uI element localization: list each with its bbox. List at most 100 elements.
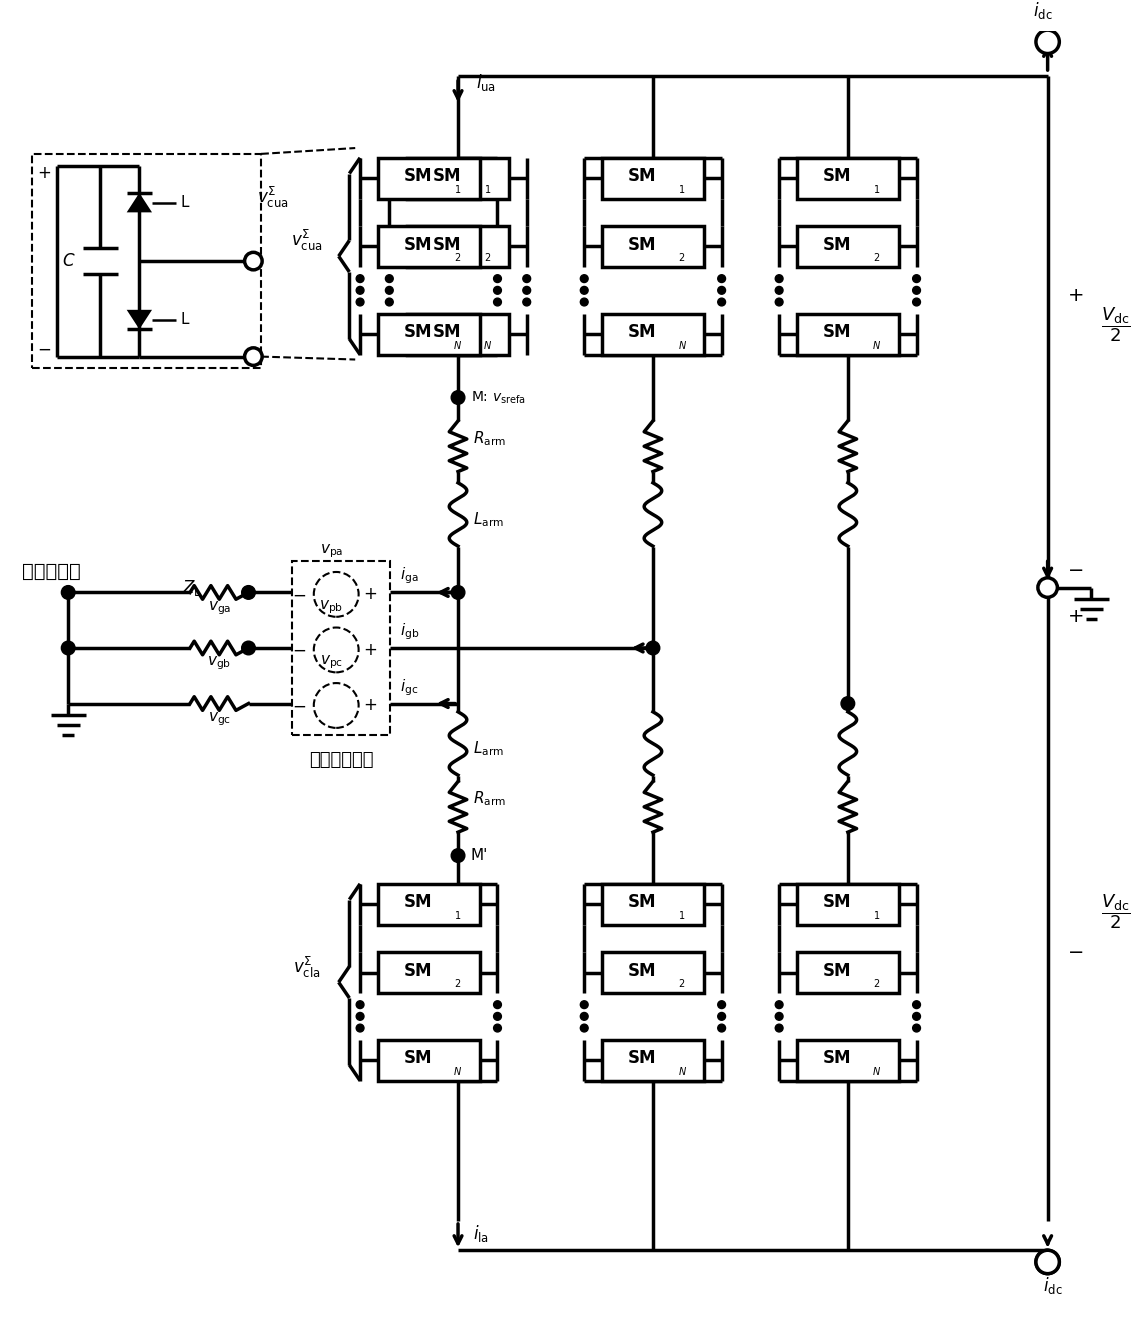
Circle shape	[494, 1024, 502, 1032]
Text: M: $v_{\mathrm{srefa}}$: M: $v_{\mathrm{srefa}}$	[471, 390, 526, 406]
Bar	[797, 884, 899, 925]
Circle shape	[581, 298, 588, 306]
Text: $v_{\mathrm{pc}}$: $v_{\mathrm{pc}}$	[320, 654, 343, 671]
Text: $v_{\mathrm{cla}}^{\Sigma}$: $v_{\mathrm{cla}}^{\Sigma}$	[293, 954, 320, 980]
Circle shape	[913, 1024, 921, 1032]
Text: 交流侧负载: 交流侧负载	[23, 562, 82, 580]
Circle shape	[913, 286, 921, 294]
Circle shape	[581, 286, 588, 294]
Circle shape	[386, 286, 394, 294]
Circle shape	[242, 642, 255, 655]
Circle shape	[245, 253, 262, 270]
Text: $_2$: $_2$	[455, 250, 461, 264]
Text: $_2$: $_2$	[874, 250, 881, 264]
Text: $_N$: $_N$	[453, 338, 463, 351]
Circle shape	[356, 1024, 364, 1032]
Text: $\mathbf{SM}$: $\mathbf{SM}$	[822, 323, 851, 341]
Circle shape	[242, 586, 255, 599]
Circle shape	[1035, 1250, 1060, 1274]
Text: $_N$: $_N$	[872, 338, 882, 351]
Circle shape	[494, 298, 502, 306]
Circle shape	[718, 1024, 726, 1032]
Circle shape	[386, 274, 394, 282]
Text: $_2$: $_2$	[678, 250, 685, 264]
Circle shape	[356, 298, 364, 306]
Circle shape	[841, 696, 854, 711]
Text: $C$: $C$	[62, 252, 76, 270]
Text: $v_{\mathrm{cua}}^{\Sigma}$: $v_{\mathrm{cua}}^{\Sigma}$	[290, 229, 323, 253]
Text: $R_{\mathrm{arm}}$: $R_{\mathrm{arm}}$	[473, 789, 505, 808]
Text: $\mathbf{SM}$: $\mathbf{SM}$	[403, 961, 432, 980]
Bar	[797, 314, 899, 354]
Text: $_1$: $_1$	[483, 182, 491, 196]
Text: $i_{\mathrm{dc}}$: $i_{\mathrm{dc}}$	[1042, 1275, 1062, 1296]
Circle shape	[522, 274, 530, 282]
Circle shape	[913, 1013, 921, 1021]
Text: $v_{\mathrm{pb}}$: $v_{\mathrm{pb}}$	[319, 598, 343, 616]
Text: $-$: $-$	[37, 339, 51, 358]
Circle shape	[913, 298, 921, 306]
Text: $i_{\mathrm{ua}}$: $i_{\mathrm{ua}}$	[475, 72, 496, 93]
Text: L: L	[180, 196, 188, 210]
Bar	[378, 1040, 480, 1081]
Text: $_1$: $_1$	[678, 908, 685, 922]
Text: $\mathbf{SM}$: $\mathbf{SM}$	[627, 961, 656, 980]
Text: $\mathbf{SM}$: $\mathbf{SM}$	[403, 168, 432, 185]
Polygon shape	[126, 193, 152, 213]
Text: $+$: $+$	[1066, 607, 1083, 627]
Polygon shape	[126, 310, 152, 329]
Text: $_N$: $_N$	[453, 1063, 463, 1078]
Text: $R_{\mathrm{arm}}$: $R_{\mathrm{arm}}$	[473, 429, 505, 447]
Circle shape	[356, 286, 364, 294]
Text: $v_{\mathrm{ga}}$: $v_{\mathrm{ga}}$	[208, 599, 231, 616]
Text: $Z_{\mathrm{L}}$: $Z_{\mathrm{L}}$	[183, 578, 202, 598]
Circle shape	[775, 298, 783, 306]
Circle shape	[913, 274, 921, 282]
Circle shape	[451, 391, 465, 405]
Circle shape	[718, 286, 726, 294]
Text: $\mathbf{SM}$: $\mathbf{SM}$	[627, 323, 656, 341]
Text: $i_{\mathrm{la}}$: $i_{\mathrm{la}}$	[473, 1223, 489, 1243]
Text: $+$: $+$	[364, 642, 378, 659]
Bar	[32, 154, 261, 369]
Text: $-$: $-$	[1066, 941, 1083, 960]
Circle shape	[494, 274, 502, 282]
Bar	[797, 952, 899, 993]
Text: $_2$: $_2$	[678, 976, 685, 990]
Bar	[406, 158, 510, 198]
Text: $-$: $-$	[292, 642, 307, 659]
Text: $\mathbf{SM}$: $\mathbf{SM}$	[432, 168, 460, 185]
Bar	[602, 226, 704, 268]
Text: $\mathbf{SM}$: $\mathbf{SM}$	[627, 893, 656, 912]
Text: M': M'	[471, 848, 488, 862]
Bar	[378, 226, 480, 268]
Circle shape	[718, 1001, 726, 1009]
Circle shape	[245, 347, 262, 366]
Text: $\mathbf{SM}$: $\mathbf{SM}$	[822, 168, 851, 185]
Text: L: L	[180, 311, 188, 327]
Text: $\mathbf{SM}$: $\mathbf{SM}$	[403, 893, 432, 912]
Text: $\dfrac{V_{\mathrm{dc}}}{2}$: $\dfrac{V_{\mathrm{dc}}}{2}$	[1101, 305, 1131, 343]
Bar	[378, 314, 480, 354]
Circle shape	[581, 1013, 588, 1021]
Circle shape	[494, 1013, 502, 1021]
Circle shape	[522, 286, 530, 294]
Bar	[602, 952, 704, 993]
Circle shape	[775, 274, 783, 282]
Circle shape	[494, 286, 502, 294]
Circle shape	[451, 586, 465, 599]
Circle shape	[522, 298, 530, 306]
Circle shape	[718, 274, 726, 282]
Circle shape	[718, 298, 726, 306]
Text: $+$: $+$	[364, 586, 378, 603]
Text: $\mathbf{SM}$: $\mathbf{SM}$	[822, 893, 851, 912]
Circle shape	[451, 849, 465, 862]
Text: $v_{\mathrm{gb}}$: $v_{\mathrm{gb}}$	[208, 655, 231, 672]
Circle shape	[356, 1001, 364, 1009]
Text: $+$: $+$	[1066, 286, 1083, 305]
Text: $_2$: $_2$	[874, 976, 881, 990]
Bar	[602, 314, 704, 354]
Text: $i_{\mathrm{gb}}$: $i_{\mathrm{gb}}$	[400, 622, 419, 642]
Circle shape	[718, 1013, 726, 1021]
Circle shape	[494, 1001, 502, 1009]
